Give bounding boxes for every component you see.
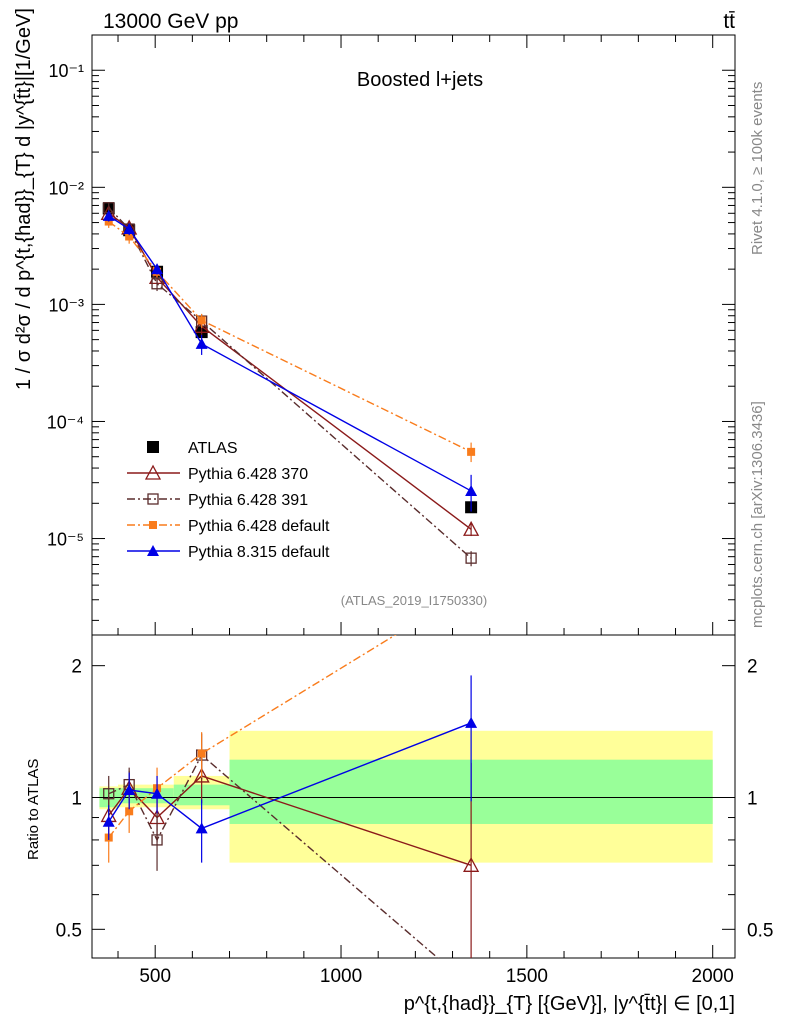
ratio-point-p391 xyxy=(466,982,476,992)
data-series xyxy=(100,202,480,992)
main-ytick-label: 10⁻⁵ xyxy=(47,530,84,550)
main-series-group xyxy=(100,202,480,567)
main-line-p6def xyxy=(108,220,472,453)
main-point-p391 xyxy=(465,552,477,564)
main-point-p8def xyxy=(123,223,136,235)
legend-marker-p391 xyxy=(147,493,159,505)
main-ytick-label: 10⁻² xyxy=(48,178,84,198)
main-point-p8def xyxy=(151,263,164,275)
main-ytick-label: 10⁻³ xyxy=(48,295,84,315)
ratio-point-p391 xyxy=(151,834,163,846)
ratio-ytick-label: 2 xyxy=(71,657,82,678)
ratio-point-p8def xyxy=(195,822,208,834)
legend-marker-ATLAS xyxy=(147,441,159,453)
ratio-point-p6def xyxy=(125,807,134,816)
rivet-label: Rivet 4.1.0, ≥ 100k events xyxy=(749,82,766,255)
legend-label-p6def: Pythia 6.428 default xyxy=(188,518,330,535)
main-point-p8def xyxy=(102,209,115,221)
xtick-label: 2000 xyxy=(692,966,734,987)
ratio-frame xyxy=(91,634,736,959)
main-ytick-label: 10⁻⁴ xyxy=(47,412,84,432)
main-point-p391 xyxy=(151,278,163,290)
main-y-axis-label: 1 / σ d²σ / d p^{t,{had}}_{T} d |y^{t̄t}… xyxy=(13,8,35,390)
legend-label-p370: Pythia 6.428 370 xyxy=(188,466,308,483)
mcplots-label: mcplots.cern.ch [arXiv:1306.3436] xyxy=(749,401,766,628)
legend-label-ATLAS: ATLAS xyxy=(188,440,238,457)
analysis-watermark: (ATLAS_2019_I1750330) xyxy=(341,593,487,608)
ratio-point-p391 xyxy=(103,788,115,800)
xtick-label: 1000 xyxy=(320,966,362,987)
main-point-p6def xyxy=(125,232,134,241)
ratio-point-p6def xyxy=(467,585,475,593)
x-axis-label: p^{t,{had}}_{T} [{GeV}], |y^{t̄t}| ∈ [0,… xyxy=(404,993,735,1015)
ratio-point-p370 xyxy=(193,767,210,783)
ratio-ytick-label: 0.5 xyxy=(56,920,82,941)
xtick-label: 1500 xyxy=(506,966,548,987)
ratio-point-p8def xyxy=(465,716,478,728)
main-point-p6def xyxy=(197,316,206,325)
main-line-p391 xyxy=(108,207,472,559)
ratio-y-axis-label: Ratio to ATLAS xyxy=(25,759,42,860)
header-left: 13000 GeV pp xyxy=(103,10,238,33)
legend-label-p391: Pythia 6.428 391 xyxy=(188,492,308,509)
ratio-point-p8def xyxy=(102,815,115,827)
main-point-p8def xyxy=(465,484,478,496)
ratio-point-p6def xyxy=(197,749,206,758)
ratio-ytick-label-right: 2 xyxy=(747,657,758,678)
ratio-ytick-label: 1 xyxy=(71,788,82,809)
ratio-point-p370 xyxy=(463,856,480,872)
main-point-p6def xyxy=(467,447,476,456)
ratio-point-p8def xyxy=(123,784,136,796)
xtick-label: 500 xyxy=(139,966,171,987)
axes-frames xyxy=(91,34,736,959)
main-line-p8def xyxy=(108,215,472,492)
header-right: tt̄ xyxy=(723,10,735,33)
ratio-ytick-label-right: 0.5 xyxy=(747,920,773,941)
legend-marker-p8def xyxy=(147,545,159,556)
ratio-ytick-label-right: 1 xyxy=(747,788,758,809)
axis-ticks: 10⁻¹ 10⁻² 10⁻³ 10⁻⁴ 10⁻⁵ 0.5 0.5 1 1 2 2 500 1000 150… xyxy=(47,34,773,987)
ratio-uncertainty-bands xyxy=(99,730,713,863)
chart-title: Boosted l+jets xyxy=(357,69,483,91)
legend-marker-p6def xyxy=(149,521,157,529)
main-ytick-label: 10⁻¹ xyxy=(48,61,84,81)
main-point-p370 xyxy=(463,520,480,536)
legend: ATLAS Pythia 6.428 370 Pythia 6.428 391 Pyt… xyxy=(127,440,330,561)
ratio-series-group xyxy=(100,585,480,992)
legend-label-p8def: Pythia 8.315 default xyxy=(188,544,330,561)
legend-marker-p370 xyxy=(144,464,162,480)
main-point-p8def xyxy=(195,337,208,349)
ratio-point-p8def xyxy=(151,787,164,799)
